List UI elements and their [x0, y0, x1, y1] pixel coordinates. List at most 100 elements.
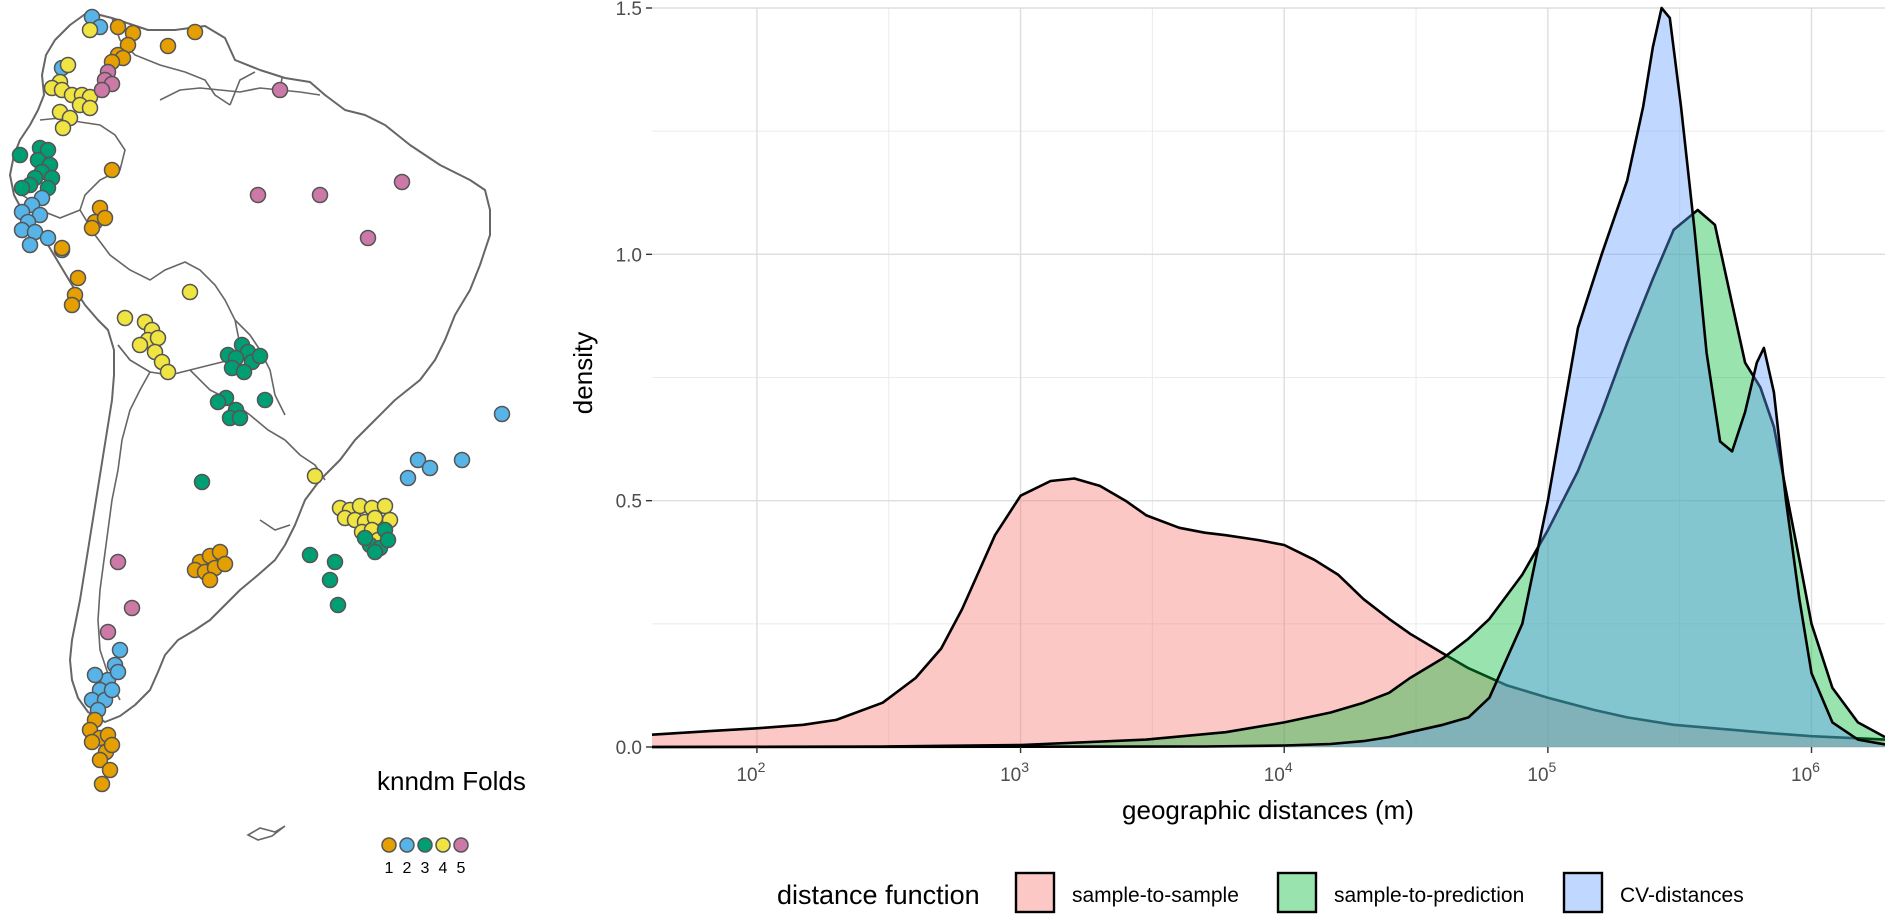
legend-key-sample-to-prediction: [1276, 871, 1318, 914]
density-line-CV-distances: [651, 6, 1885, 749]
density-chart: 0.0 0.5 1.0 1.5 102 103 104 105 106 geographic …: [568, 0, 1885, 914]
sample-point-fold-3: [251, 347, 269, 365]
y-tick-label: 1.5: [616, 0, 642, 20]
sample-point-fold-4: [116, 309, 134, 327]
sample-point-fold-4: [59, 56, 77, 74]
sample-point-fold-1: [201, 571, 219, 589]
sample-point-fold-5: [359, 229, 377, 247]
x-tick-label: 106: [1791, 759, 1820, 786]
y-axis-title: density: [568, 332, 598, 414]
sample-point-fold-3: [11, 146, 29, 164]
sample-point-fold-4: [306, 467, 324, 485]
y-axis-ticks: 0.0 0.5 1.0 1.5: [616, 0, 652, 759]
sample-point-fold-2: [103, 681, 121, 699]
sample-point-fold-1: [103, 161, 121, 179]
sample-point-fold-4: [149, 329, 167, 347]
sample-point-fold-2: [409, 451, 427, 469]
sample-point-fold-5: [109, 553, 127, 571]
sample-point-fold-3: [356, 529, 374, 547]
map-legend-label-1: 1: [385, 860, 394, 877]
sample-point-fold-1: [216, 555, 234, 573]
sample-point-fold-4: [181, 283, 199, 301]
sample-point-fold-3: [366, 543, 384, 561]
x-tick-label: 105: [1527, 759, 1556, 786]
map-legend-key-2: [399, 837, 415, 853]
sample-point-fold-3: [193, 473, 211, 491]
sample-point-fold-4: [81, 99, 99, 117]
map-legend-label-2: 2: [403, 860, 412, 877]
sample-point-fold-1: [109, 18, 127, 36]
sample-point-fold-3: [321, 571, 339, 589]
density-line-sample-to-sample: [651, 477, 1885, 741]
map-legend-key-4: [435, 837, 451, 853]
sample-points: [11, 8, 511, 793]
sample-point-fold-5: [393, 173, 411, 191]
sample-point-fold-2: [111, 641, 129, 659]
sample-point-fold-4: [81, 21, 99, 39]
sample-point-fold-4: [159, 363, 177, 381]
sample-point-fold-3: [329, 596, 347, 614]
sample-point-fold-1: [93, 775, 111, 793]
y-tick-label: 0.5: [616, 492, 642, 513]
sample-point-fold-2: [21, 236, 39, 254]
sample-point-fold-5: [271, 81, 289, 99]
sample-point-fold-2: [421, 459, 439, 477]
sample-point-fold-3: [235, 363, 253, 381]
sample-point-fold-5: [311, 186, 329, 204]
sample-point-fold-3: [231, 409, 249, 427]
legend: distance function sample-to-sample sample…: [777, 871, 1744, 914]
x-tick-label: 104: [1264, 759, 1293, 786]
sample-point-fold-2: [39, 229, 57, 247]
sample-point-fold-2: [86, 666, 104, 684]
sample-point-fold-3: [209, 393, 227, 411]
x-axis-title: geographic distances (m): [1122, 795, 1414, 825]
sample-point-fold-4: [54, 119, 72, 137]
map-legend-title: knndm Folds: [377, 766, 526, 796]
y-tick-label: 0.0: [616, 738, 642, 759]
sample-point-fold-1: [83, 733, 101, 751]
x-tick-label: 102: [736, 759, 765, 786]
sample-point-fold-3: [256, 391, 274, 409]
sample-point-fold-1: [69, 269, 87, 287]
legend-key-sample-to-sample: [1014, 871, 1056, 914]
sample-point-fold-1: [101, 761, 119, 779]
y-tick-label: 1.0: [616, 245, 642, 266]
sample-point-fold-1: [186, 23, 204, 41]
country-borders: [13, 17, 326, 841]
sample-point-fold-4: [376, 497, 394, 515]
map-legend-key-1: [381, 837, 397, 853]
sample-point-fold-3: [326, 553, 344, 571]
map-legend-label-4: 4: [439, 860, 448, 877]
grid-lines: [652, 7, 1885, 748]
sample-point-fold-1: [96, 209, 114, 227]
x-axis-ticks: 102 103 104 105 106: [736, 747, 1820, 786]
sample-point-fold-5: [123, 599, 141, 617]
x-tick-label: 103: [1000, 759, 1029, 786]
sample-point-fold-3: [13, 179, 31, 197]
map-legend-key-3: [417, 837, 433, 853]
sample-point-fold-2: [31, 206, 49, 224]
sample-point-fold-5: [99, 623, 117, 641]
legend-key-CV-distances: [1562, 871, 1604, 914]
legend-title: distance function: [777, 880, 980, 910]
legend-label-CV-distances: CV-distances: [1620, 884, 1744, 907]
sample-point-fold-1: [103, 736, 121, 754]
density-area-sample-to-sample: [652, 478, 1885, 747]
sample-point-fold-1: [83, 219, 101, 237]
sample-point-fold-2: [399, 469, 417, 487]
map-legend-label-3: 3: [421, 860, 430, 877]
sample-point-fold-4: [131, 336, 149, 354]
sample-point-fold-2: [109, 663, 127, 681]
map-legend-label-5: 5: [457, 860, 466, 877]
sample-point-fold-5: [249, 186, 267, 204]
sample-point-fold-5: [93, 81, 111, 99]
density-area-CV-distances: [652, 8, 1885, 747]
density-area-sample-to-prediction: [652, 210, 1885, 747]
sample-point-fold-2: [453, 451, 471, 469]
sample-point-fold-1: [53, 239, 71, 257]
map-legend-key-5: [453, 837, 469, 853]
sample-point-fold-1: [159, 37, 177, 55]
